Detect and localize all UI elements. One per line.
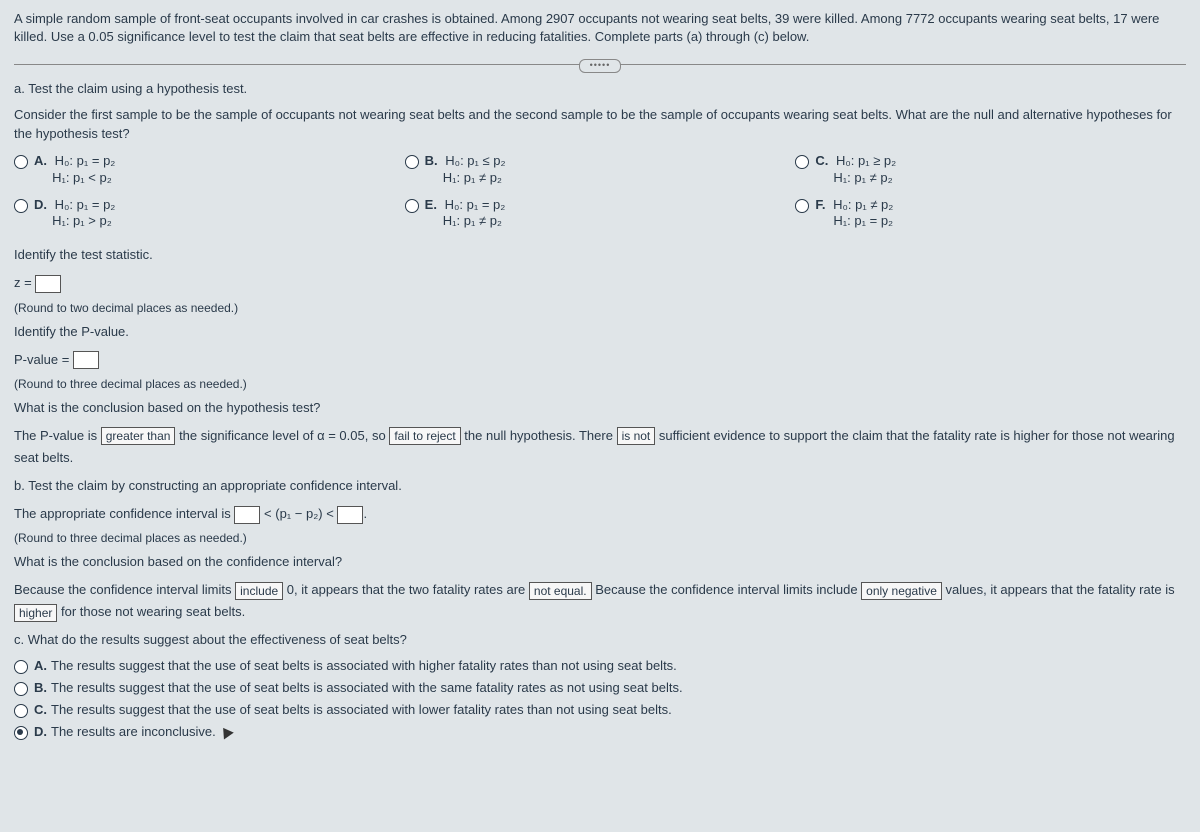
opt-e-h0: H₀: p₁ = p₂ bbox=[445, 197, 506, 212]
option-c[interactable]: C. H₀: p₁ ≥ p₂ H₁: p₁ ≠ p₂ bbox=[795, 153, 1186, 187]
radio-icon[interactable] bbox=[14, 155, 28, 169]
ci-upper-input[interactable] bbox=[337, 506, 363, 524]
sel-sign[interactable]: only negative bbox=[861, 582, 942, 600]
sel-equal[interactable]: not equal. bbox=[529, 582, 592, 600]
sel-reject[interactable]: fail to reject bbox=[389, 427, 460, 445]
opt-c-c-text: The results suggest that the use of seat… bbox=[51, 702, 672, 717]
sel-isnot[interactable]: is not bbox=[617, 427, 656, 445]
option-e[interactable]: E. H₀: p₁ = p₂ H₁: p₁ ≠ p₂ bbox=[405, 197, 796, 231]
txt: the null hypothesis. There bbox=[464, 428, 613, 443]
option-a[interactable]: A. H₀: p₁ = p₂ H₁: p₁ < p₂ bbox=[14, 153, 405, 187]
sel-higher[interactable]: higher bbox=[14, 604, 57, 622]
round-z: (Round to two decimal places as needed.) bbox=[14, 301, 1186, 315]
radio-icon[interactable] bbox=[14, 660, 28, 674]
radio-icon[interactable] bbox=[14, 704, 28, 718]
radio-icon[interactable] bbox=[14, 199, 28, 213]
part-a-prompt: Consider the first sample to be the samp… bbox=[14, 106, 1186, 142]
cursor-icon bbox=[218, 725, 234, 740]
hypothesis-options: A. H₀: p₁ = p₂ H₁: p₁ < p₂ B. H₀: p₁ ≤ p… bbox=[14, 153, 1186, 231]
part-c-title: c. What do the results suggest about the… bbox=[14, 629, 1186, 651]
conclusion-b: Because the confidence interval limits i… bbox=[14, 579, 1186, 623]
radio-icon[interactable] bbox=[14, 726, 28, 740]
radio-icon[interactable] bbox=[795, 199, 809, 213]
radio-icon[interactable] bbox=[405, 199, 419, 213]
z-input[interactable] bbox=[35, 275, 61, 293]
p-label: P-value = bbox=[14, 352, 69, 367]
opt-f-h1: H₁: p₁ = p₂ bbox=[833, 213, 893, 228]
collapse-dots-icon[interactable]: ••••• bbox=[579, 59, 621, 73]
opt-a-h0: H₀: p₁ = p₂ bbox=[55, 153, 116, 168]
conclusion-q-a: What is the conclusion based on the hypo… bbox=[14, 397, 1186, 419]
opt-c-d-text: The results are inconclusive. bbox=[51, 724, 216, 739]
sel-include[interactable]: include bbox=[235, 582, 283, 600]
identify-test-stat: Identify the test statistic. bbox=[14, 244, 1186, 266]
radio-icon[interactable] bbox=[14, 682, 28, 696]
txt: The appropriate confidence interval is bbox=[14, 506, 231, 521]
conclusion-a: The P-value is greater than the signific… bbox=[14, 425, 1186, 469]
ci-lower-input[interactable] bbox=[234, 506, 260, 524]
opt-b-h1: H₁: p₁ ≠ p₂ bbox=[443, 170, 502, 185]
radio-icon[interactable] bbox=[795, 155, 809, 169]
txt: < (p₁ − p₂) < bbox=[264, 506, 334, 521]
opt-c-h0: H₀: p₁ ≥ p₂ bbox=[836, 153, 896, 168]
round-ci: (Round to three decimal places as needed… bbox=[14, 531, 1186, 545]
part-a-title: a. Test the claim using a hypothesis tes… bbox=[14, 81, 1186, 96]
sel-pvalue-compare[interactable]: greater than bbox=[101, 427, 176, 445]
txt: Because the confidence interval limits i… bbox=[595, 582, 857, 597]
option-b[interactable]: B. H₀: p₁ ≤ p₂ H₁: p₁ ≠ p₂ bbox=[405, 153, 796, 187]
option-c-c[interactable]: C.The results suggest that the use of se… bbox=[14, 702, 1186, 718]
z-label: z = bbox=[14, 275, 32, 290]
opt-d-h0: H₀: p₁ = p₂ bbox=[55, 197, 116, 212]
problem-intro: A simple random sample of front-seat occ… bbox=[14, 10, 1186, 46]
ci-line: The appropriate confidence interval is <… bbox=[14, 503, 1186, 525]
option-c-a[interactable]: A.The results suggest that the use of se… bbox=[14, 658, 1186, 674]
txt: the significance level of α = 0.05, so bbox=[179, 428, 386, 443]
radio-icon[interactable] bbox=[405, 155, 419, 169]
txt: for those not wearing seat belts. bbox=[61, 604, 245, 619]
opt-c-h1: H₁: p₁ ≠ p₂ bbox=[833, 170, 892, 185]
txt: values, it appears that the fatality rat… bbox=[946, 582, 1175, 597]
option-c-b[interactable]: B.The results suggest that the use of se… bbox=[14, 680, 1186, 696]
txt: The P-value is bbox=[14, 428, 97, 443]
part-b-title: b. Test the claim by constructing an app… bbox=[14, 475, 1186, 497]
opt-c-b-text: The results suggest that the use of seat… bbox=[51, 680, 683, 695]
p-input[interactable] bbox=[73, 351, 99, 369]
option-c-d[interactable]: D.The results are inconclusive. bbox=[14, 724, 1186, 740]
option-d[interactable]: D. H₀: p₁ = p₂ H₁: p₁ > p₂ bbox=[14, 197, 405, 231]
opt-a-h1: H₁: p₁ < p₂ bbox=[52, 170, 112, 185]
opt-e-h1: H₁: p₁ ≠ p₂ bbox=[443, 213, 502, 228]
txt: Because the confidence interval limits bbox=[14, 582, 232, 597]
opt-c-a-text: The results suggest that the use of seat… bbox=[51, 658, 677, 673]
round-p: (Round to three decimal places as needed… bbox=[14, 377, 1186, 391]
opt-d-h1: H₁: p₁ > p₂ bbox=[52, 213, 112, 228]
identify-p: Identify the P-value. bbox=[14, 321, 1186, 343]
conclusion-q-b: What is the conclusion based on the conf… bbox=[14, 551, 1186, 573]
opt-b-h0: H₀: p₁ ≤ p₂ bbox=[445, 153, 505, 168]
option-f[interactable]: F. H₀: p₁ ≠ p₂ H₁: p₁ = p₂ bbox=[795, 197, 1186, 231]
part-c-options: A.The results suggest that the use of se… bbox=[14, 658, 1186, 740]
opt-f-h0: H₀: p₁ ≠ p₂ bbox=[833, 197, 893, 212]
txt: 0, it appears that the two fatality rate… bbox=[287, 582, 525, 597]
